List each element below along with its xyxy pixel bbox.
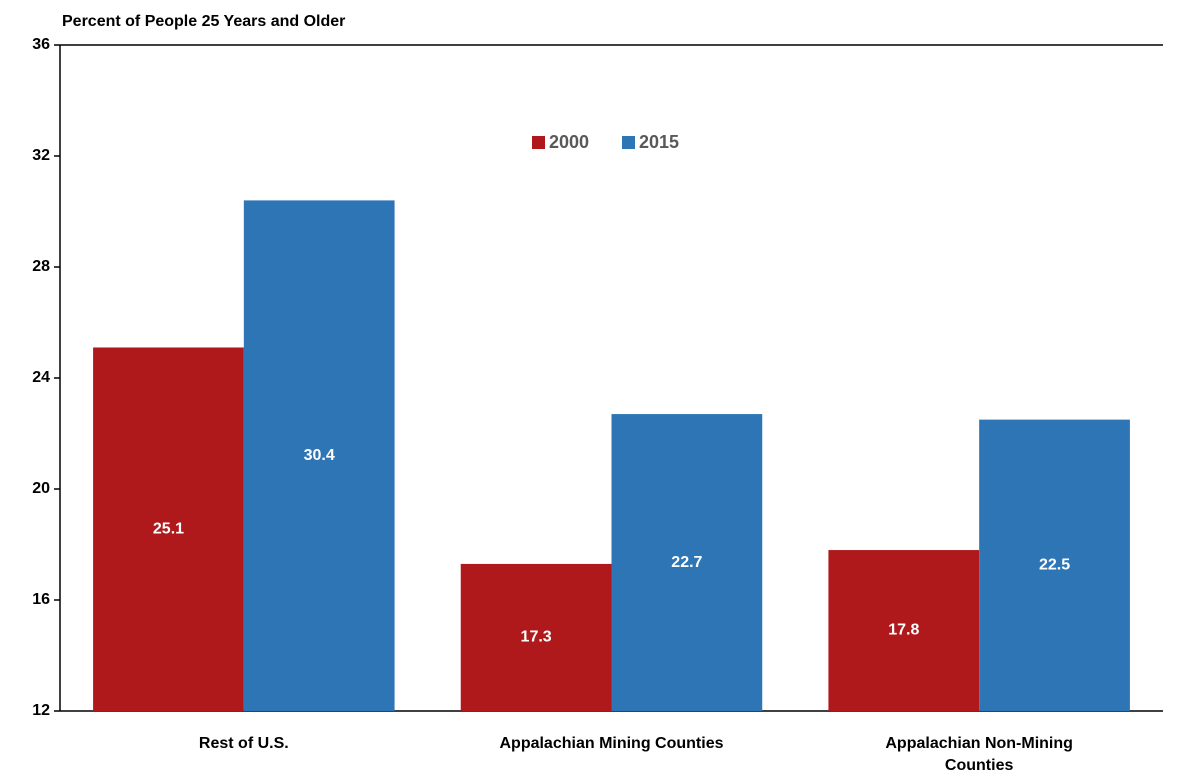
y-tick-label: 32: [32, 147, 50, 164]
x-tick-label: Appalachian Non-Mining Counties: [885, 735, 1073, 774]
y-tick-label: 36: [32, 36, 50, 53]
y-tick-label: 12: [32, 702, 50, 719]
value-label: 22.5: [1039, 557, 1070, 574]
x-tick-label: Appalachian Mining Counties: [499, 735, 724, 752]
bar: [979, 419, 1130, 711]
value-label: 22.7: [671, 554, 702, 571]
legend-label: 2000: [549, 132, 589, 152]
value-label: 17.8: [888, 622, 919, 639]
bar: [93, 347, 244, 711]
x-tick-label: Rest of U.S.: [198, 735, 289, 752]
bar: [460, 563, 612, 711]
y-tick-label: 24: [32, 369, 50, 386]
value-label: 30.4: [304, 447, 335, 464]
legend-label: 2015: [639, 132, 679, 152]
value-label: 25.1: [153, 520, 184, 537]
legend-swatch: [532, 136, 545, 149]
bar: [611, 414, 763, 711]
bar: [243, 200, 395, 711]
axis-title: Percent of People 25 Years and Older: [62, 13, 345, 30]
y-tick-label: 20: [32, 480, 50, 497]
y-tick-label: 28: [32, 258, 50, 275]
legend-swatch: [622, 136, 635, 149]
bar: [828, 550, 980, 711]
value-label: 17.3: [521, 629, 552, 646]
y-tick-label: 16: [32, 591, 50, 608]
